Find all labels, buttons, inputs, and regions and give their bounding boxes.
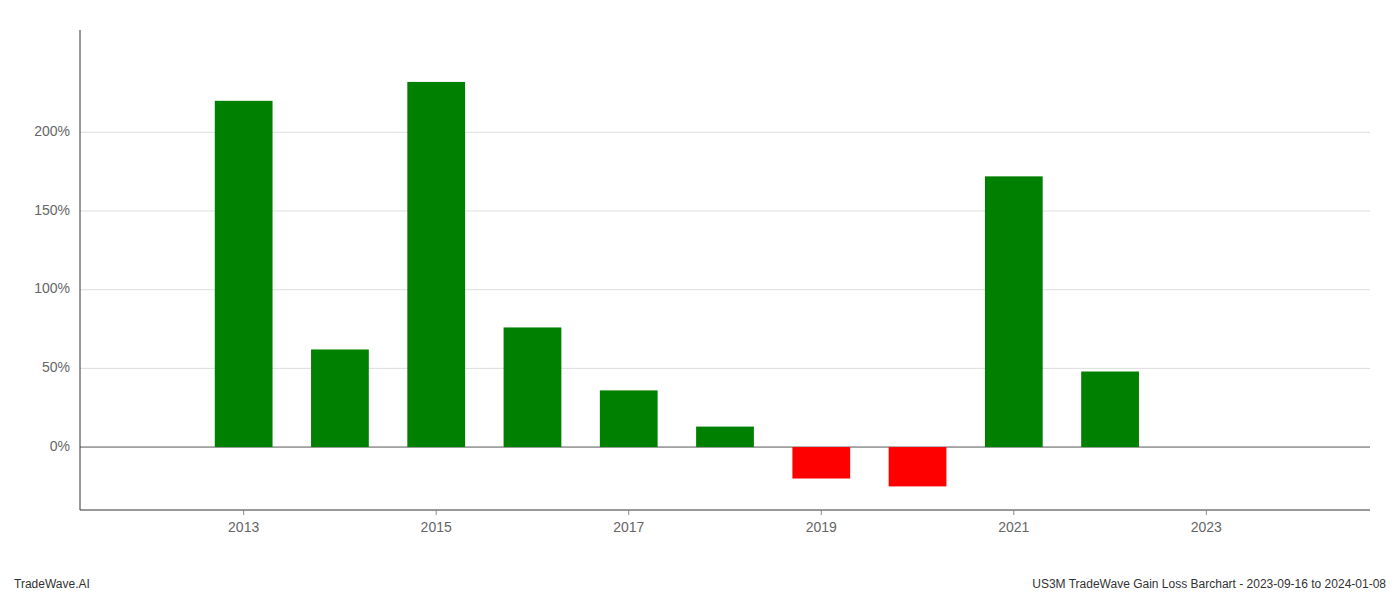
bar <box>407 82 465 447</box>
x-tick <box>1206 510 1207 515</box>
chart: 0% 50% 100% 150% 200% 2013 2015 2017 2019 2021 202… <box>0 0 1400 600</box>
x-tick-label: 2019 <box>806 519 837 535</box>
x-tick-label: 2021 <box>998 519 1029 535</box>
footer-text: US3M TradeWave Gain Loss Barchart - 2023… <box>1032 577 1386 591</box>
x-tick-label: 2017 <box>613 519 644 535</box>
grid-line <box>80 368 1370 369</box>
grid-line <box>80 132 1370 133</box>
grid-line <box>80 210 1370 211</box>
bar <box>696 427 754 447</box>
x-tick <box>243 510 244 515</box>
bar <box>215 101 273 447</box>
bar <box>1081 372 1139 448</box>
x-tick-label: 2023 <box>1191 519 1222 535</box>
y-tick-label: 100% <box>34 280 70 296</box>
grid-line <box>80 289 1370 290</box>
bar <box>600 390 658 447</box>
y-axis-line <box>80 30 81 510</box>
footer: TradeWave.AI US3M TradeWave Gain Loss Bar… <box>14 577 1386 591</box>
bar <box>504 327 562 447</box>
bars <box>215 82 1139 486</box>
x-tick-label: 2013 <box>228 519 259 535</box>
grid <box>80 132 1370 447</box>
y-tick-label: 50% <box>42 359 70 375</box>
y-tick-labels: 0% 50% 100% 150% 200% <box>34 123 70 454</box>
x-tick <box>1013 510 1014 515</box>
axes <box>80 30 1370 515</box>
x-tick-labels: 2013 2015 2017 2019 2021 2023 <box>228 519 1222 535</box>
bar <box>985 176 1043 447</box>
bar <box>311 349 369 447</box>
x-tick <box>628 510 629 515</box>
footer-text: TradeWave.AI <box>14 577 90 591</box>
x-tick <box>436 510 437 515</box>
y-tick-label: 150% <box>34 202 70 218</box>
bar <box>792 447 850 478</box>
x-tick-label: 2015 <box>421 519 452 535</box>
bar <box>889 447 947 486</box>
x-tick <box>821 510 822 515</box>
y-tick-label: 0% <box>50 438 70 454</box>
y-tick-label: 200% <box>34 123 70 139</box>
x-axis-line <box>80 510 1370 511</box>
